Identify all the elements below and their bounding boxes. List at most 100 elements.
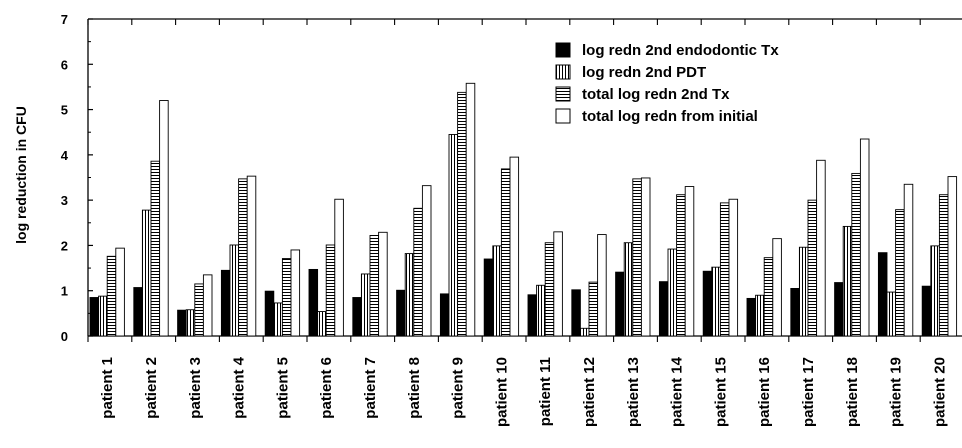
bar-empty [378, 231, 388, 337]
x-tick-label: patient 19 [888, 357, 905, 427]
bar-empty [159, 100, 169, 337]
bar-horizontal [763, 257, 774, 337]
bar-solid [877, 252, 888, 337]
bar-horizontal [500, 168, 511, 337]
bar-vertical [755, 294, 765, 337]
bar-horizontal [676, 194, 686, 337]
x-tick-label: patient 4 [231, 356, 248, 418]
bar-empty [816, 159, 826, 337]
bar-solid [746, 297, 757, 337]
bar-solid [439, 293, 450, 337]
y-axis: 0 1 2 3 4 5 6 7 [61, 12, 93, 344]
bar-vertical [623, 242, 634, 337]
y-tick-label: 0 [61, 329, 68, 344]
bar-vertical [492, 245, 502, 337]
x-tick-label: patient 18 [844, 357, 861, 427]
bar-vertical [141, 209, 152, 337]
bar-solid [658, 281, 669, 337]
bar-vertical [360, 273, 371, 337]
bar-empty [334, 198, 344, 337]
bar-vertical [579, 327, 590, 337]
y-tick-label: 6 [61, 57, 68, 72]
x-tick-label: patient 5 [274, 357, 291, 419]
bar-horizontal [851, 172, 861, 337]
legend-label: total log redn from initial [582, 108, 758, 125]
bar-horizontal [632, 178, 642, 337]
bar-solid [308, 268, 319, 337]
bar-empty [202, 274, 213, 337]
y-tick-label: 4 [61, 148, 69, 163]
bar-vertical [886, 291, 897, 337]
bar-horizontal [457, 91, 467, 337]
x-tick-label: patient 7 [362, 357, 379, 419]
bar-vertical [667, 248, 678, 337]
y-tick-label: 3 [61, 193, 68, 208]
bar-horizontal [238, 178, 248, 337]
bar-empty [290, 249, 301, 337]
bar-empty [684, 186, 695, 337]
bar-empty [903, 183, 914, 337]
bar-empty [509, 156, 520, 337]
bar-vertical [930, 245, 940, 337]
bar-solid [264, 290, 275, 337]
x-tick-label: patient 17 [800, 357, 817, 427]
legend-swatch-horizontal [555, 86, 571, 102]
bar-solid [133, 287, 143, 337]
bar-solid [396, 289, 406, 337]
x-tick-label: patient 12 [581, 357, 598, 427]
y-tick-label: 2 [61, 238, 68, 253]
legend-label: log redn 2nd PDT [582, 64, 706, 81]
bar-empty [947, 176, 958, 337]
bar-solid [89, 297, 100, 337]
legend-swatch-empty [555, 108, 571, 124]
bar-horizontal [150, 160, 161, 337]
bar-vertical [317, 311, 327, 337]
y-axis-title: log reduction in CFU [13, 106, 29, 244]
x-tick-label: patient 20 [931, 357, 948, 427]
bar-horizontal [895, 209, 905, 337]
y-tick-label: 1 [61, 284, 68, 299]
bar-solid [790, 288, 800, 337]
x-tick-label: patient 14 [669, 356, 686, 427]
plot-frame [87, 18, 962, 337]
bar-solid [834, 282, 844, 337]
bar-empty [597, 234, 607, 337]
bar-vertical [711, 266, 721, 337]
legend-swatch-solid [555, 42, 571, 58]
bar-solid [220, 269, 231, 337]
bar-horizontal [544, 242, 555, 337]
x-tick-label: patient 9 [450, 357, 467, 419]
bar-vertical [404, 253, 415, 337]
bar-empty [115, 247, 125, 337]
bar-empty [553, 231, 563, 337]
bar-vertical [798, 246, 809, 337]
bar-empty [640, 177, 651, 337]
bar-empty [772, 238, 782, 337]
y-tick-label: 5 [61, 103, 68, 118]
x-tick-label: patient 8 [406, 357, 423, 419]
bar-solid [702, 270, 713, 337]
bar-solid [527, 294, 538, 337]
x-tick-label: patient 13 [625, 357, 642, 427]
bar-horizontal [369, 235, 380, 337]
bar-horizontal [719, 202, 730, 337]
bar-vertical [98, 295, 108, 337]
bar-solid [571, 289, 581, 337]
x-tick-label: patient 6 [318, 357, 335, 419]
y-tick-label: 7 [61, 12, 68, 27]
legend-swatch-vertical [555, 64, 571, 80]
x-tick-label: patient 15 [712, 357, 729, 427]
bar-vertical [448, 134, 459, 337]
x-axis: patient 1 patient 2 patient 3 patient 4 pati… [87, 19, 948, 427]
bar-empty [421, 185, 432, 337]
legend: log redn 2nd endodontic Tx log redn 2nd P… [555, 42, 779, 125]
bar-horizontal [413, 207, 423, 337]
bar-horizontal [281, 258, 292, 337]
bar-horizontal [325, 244, 336, 337]
legend-label: log redn 2nd endodontic Tx [582, 42, 779, 59]
bar-empty [465, 82, 476, 337]
bars [89, 82, 958, 337]
legend-label: total log redn 2nd Tx [582, 86, 730, 103]
bar-solid [352, 297, 362, 337]
